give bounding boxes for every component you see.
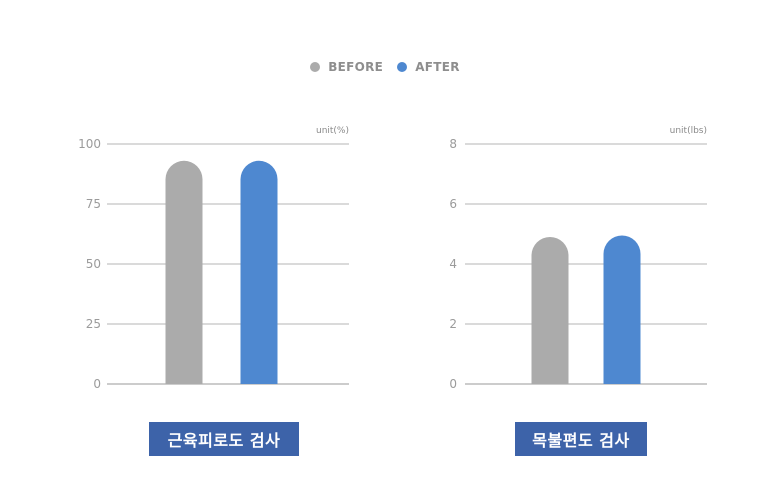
y-tick-label-neck-0: 8	[449, 137, 457, 151]
chart-title-muscle-fatigue: 근육피로도 검사	[149, 422, 299, 456]
y-tick-label-neck-3: 2	[449, 317, 457, 331]
legend-label-before: BEFORE	[328, 60, 384, 74]
legend-item-before: BEFORE	[310, 60, 383, 74]
chart-title-neck-discomfort: 목불편도 검사	[515, 422, 647, 456]
y-tick-label-muscle-1: 75	[86, 197, 101, 211]
y-tick-label-muscle-3: 25	[86, 317, 101, 331]
unit-label-muscle: unit(%)	[316, 126, 349, 136]
y-tick-label-neck-1: 6	[449, 197, 457, 211]
bar-neck-after	[603, 235, 641, 384]
unit-label-neck: unit(lbs)	[670, 126, 707, 136]
y-tick-label-muscle-2: 50	[86, 257, 101, 271]
legend-label-after: AFTER	[415, 60, 460, 74]
bar-neck-before	[531, 237, 569, 384]
chart-legend: BEFORE AFTER	[0, 60, 770, 74]
bar-muscle-before	[165, 160, 203, 384]
y-tick-label-muscle-0: 100	[78, 137, 101, 151]
legend-swatch-before	[310, 62, 321, 72]
legend-swatch-after	[397, 62, 408, 72]
bar-muscle-after	[240, 160, 278, 384]
y-tick-label-neck-4: 0	[449, 377, 457, 391]
y-tick-label-neck-2: 4	[449, 257, 457, 271]
legend-item-after: AFTER	[397, 60, 460, 74]
y-tick-label-muscle-4: 0	[93, 377, 101, 391]
